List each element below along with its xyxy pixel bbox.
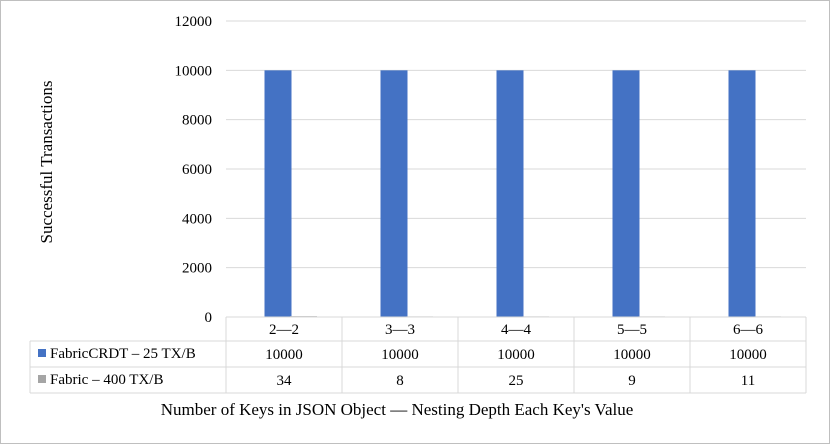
data-label: 10000 xyxy=(497,347,535,363)
legend-swatch xyxy=(38,349,46,357)
y-axis-label: Successful Transactions xyxy=(37,81,56,244)
data-label: 10000 xyxy=(613,347,651,363)
y-tick-label: 2000 xyxy=(182,261,212,277)
data-label: 8 xyxy=(396,373,404,389)
y-tick-labels: 0 2000 4000 6000 8000 10000 12000 xyxy=(175,14,213,326)
x-tick-label: 3—3 xyxy=(385,322,415,338)
data-label: 10000 xyxy=(729,347,767,363)
bar xyxy=(496,70,524,317)
x-tick-label: 4—4 xyxy=(501,322,532,338)
data-label: 10000 xyxy=(381,347,419,363)
legend-label: FabricCRDT – 25 TX/B xyxy=(50,346,196,362)
y-tick-label: 8000 xyxy=(182,113,212,129)
data-label: 34 xyxy=(277,373,293,389)
x-tick-label: 5—5 xyxy=(617,322,647,338)
x-axis-label: Number of Keys in JSON Object — Nesting … xyxy=(161,400,634,419)
bar xyxy=(612,70,640,317)
x-tick-label: 2—2 xyxy=(269,322,299,338)
bar xyxy=(728,70,756,317)
x-tick-label: 6—6 xyxy=(733,322,764,338)
y-tick-label: 0 xyxy=(205,310,213,326)
y-tick-label: 6000 xyxy=(182,162,212,178)
y-tick-label: 10000 xyxy=(175,63,213,79)
data-label: 25 xyxy=(509,373,524,389)
y-tick-label: 4000 xyxy=(182,211,212,227)
data-label: 10000 xyxy=(265,347,303,363)
bar xyxy=(380,70,408,317)
data-label: 9 xyxy=(628,373,636,389)
legend-label: Fabric – 400 TX/B xyxy=(50,372,163,388)
data-label: 11 xyxy=(741,373,755,389)
bar xyxy=(264,70,292,317)
legend-swatch xyxy=(38,375,46,383)
data-table: 2—2 3—3 4—4 5—5 6—6 FabricCRDT – 25 TX/B 10000… xyxy=(29,316,807,394)
bars xyxy=(264,70,781,317)
y-tick-label: 12000 xyxy=(175,14,213,30)
